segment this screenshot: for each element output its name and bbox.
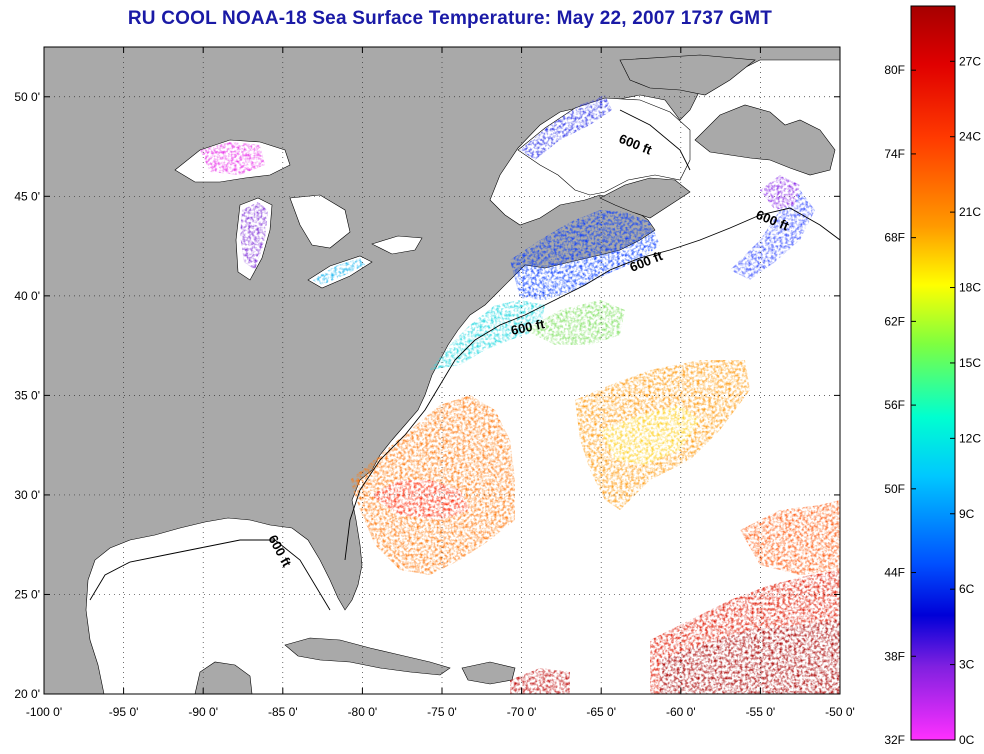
lat-tick-label: 40 0' (14, 289, 40, 303)
lon-tick-label: -70 0' (507, 705, 537, 719)
labrador-land (619, 54, 756, 96)
sst-lake-erie-cyan (312, 258, 365, 285)
sst-cold-st-lawrence (520, 95, 612, 160)
lon-tick-label: -50 0' (825, 705, 855, 719)
lat-tick-label: 25 0' (14, 587, 40, 601)
sst-lake-michigan-purple (240, 202, 268, 270)
isobath-600ft-line (89, 109, 840, 611)
lon-tick-label: -60 0' (666, 705, 696, 719)
sst-open-ocean-yellow (600, 405, 700, 465)
lat-tick-label: 30 0' (14, 488, 40, 502)
lon-tick-label: -100 0' (26, 705, 62, 719)
lon-tick-label: -80 0' (348, 705, 378, 719)
sst-cold-newfoundland (730, 190, 815, 280)
sst-shelf-cyan (430, 300, 545, 370)
sst-gulfstream-red (370, 480, 470, 520)
lake-huron (289, 194, 351, 249)
lake-ontario (371, 235, 423, 255)
lon-tick-label: -65 0' (586, 705, 616, 719)
map-axes: -100 0' -95 0' -90 0' -85 0' -80 0' -75 0' -70… (14, 47, 855, 719)
sst-purple-labrador (760, 175, 800, 210)
sst-bahamas-red (510, 668, 570, 694)
lat-tick-label: 35 0' (14, 388, 40, 402)
lon-tick-label: -55 0' (746, 705, 776, 719)
lon-tick-label: -85 0' (268, 705, 298, 719)
lat-tick-label: 45 0' (14, 189, 40, 203)
map-frame (43, 46, 841, 695)
depth-label: 600 ft (510, 316, 547, 338)
sst-east-orange (740, 500, 840, 575)
sst-cold-gulf-maine (510, 210, 660, 300)
lon-tick-label: -75 0' (427, 705, 457, 719)
newfoundland-land (694, 104, 836, 176)
sst-shelf-green (525, 300, 625, 345)
sst-lake-superior-magenta (200, 142, 265, 175)
map-title: RU COOL NOAA-18 Sea Surface Temperature:… (127, 8, 773, 29)
nova-scotia-land (599, 177, 691, 219)
lat-tick-label: 20 0' (14, 687, 40, 701)
lon-tick-label: -90 0' (188, 705, 218, 719)
cuba-land (284, 637, 451, 676)
yucatan-land (194, 661, 253, 694)
sst-sargasso-darkred (660, 620, 840, 694)
lat-tick-label: 50 0' (14, 90, 40, 104)
lon-tick-label: -95 0' (109, 705, 139, 719)
